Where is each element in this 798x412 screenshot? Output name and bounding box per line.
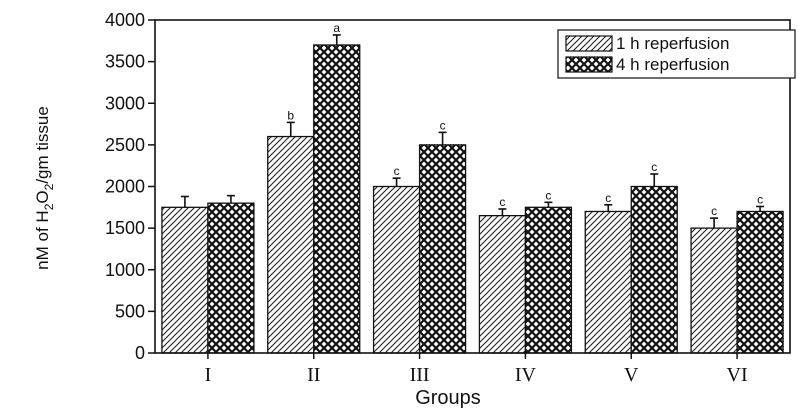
bar-1h-group-I	[161, 206, 209, 354]
bars-layer: b a c c c c c c c c	[161, 21, 784, 354]
y-axis-title-sub1: 2	[42, 203, 56, 210]
y-axis-title-mid: O	[33, 190, 52, 203]
axes-layer: I II III IV V VI05001000150020002500300035004…	[105, 10, 791, 386]
bar-1h-group-VI	[690, 227, 738, 354]
significance-label-1h-group-V: c	[605, 191, 611, 205]
x-tick-label-IV: IV	[515, 364, 537, 386]
x-tick-label-II: II	[307, 364, 320, 386]
bar-4h-group-II	[313, 44, 361, 354]
legend-label-1h: 1 h reperfusion	[616, 34, 729, 53]
legend-swatch-1h	[565, 35, 613, 52]
bar-1h-group-V	[584, 210, 632, 354]
y-tick-label-3500: 3500	[105, 52, 145, 72]
x-axis-title: Groups	[415, 387, 481, 409]
y-tick-label-2000: 2000	[105, 177, 145, 197]
legend: 1 h reperfusion 4 h reperfusion	[557, 29, 796, 79]
bar-4h-group-VI	[736, 210, 784, 354]
significance-label-4h-group-V: c	[651, 160, 657, 174]
y-axis-title: nM of H2O2/gm tissue	[33, 106, 56, 270]
bar-4h-group-V	[630, 185, 678, 354]
x-tick-label-VI: VI	[727, 364, 748, 386]
bar-1h-group-IV	[478, 214, 527, 354]
bar-1h-group-III	[372, 185, 421, 354]
bar-4h-group-I	[207, 202, 255, 354]
significance-label-4h-group-III: c	[440, 118, 446, 132]
significance-label-1h-group-II: b	[287, 108, 294, 122]
x-tick-label-V: V	[624, 364, 639, 386]
y-axis-title-sub2: 2	[42, 183, 56, 190]
bar-4h-group-IV	[524, 206, 573, 354]
y-tick-label-0: 0	[135, 343, 145, 363]
significance-label-4h-group-II: a	[333, 21, 340, 35]
legend-swatch-4h	[565, 56, 613, 73]
bar-1h-group-II	[267, 135, 315, 354]
y-tick-label-500: 500	[115, 301, 145, 321]
significance-label-4h-group-VI: c	[757, 192, 763, 206]
x-tick-label-III: III	[410, 364, 430, 386]
significance-label-4h-group-IV: c	[545, 188, 551, 202]
y-axis-title-suffix: /gm tissue	[33, 106, 52, 183]
significance-label-1h-group-III: c	[394, 164, 400, 178]
significance-label-1h-group-IV: c	[499, 195, 505, 209]
y-tick-label-2500: 2500	[105, 135, 145, 155]
y-axis-title-prefix: nM of H	[33, 210, 52, 270]
y-tick-label-1500: 1500	[105, 218, 145, 238]
legend-label-4h: 4 h reperfusion	[616, 55, 729, 74]
y-tick-label-4000: 4000	[105, 10, 145, 30]
x-tick-label-I: I	[205, 364, 212, 386]
significance-label-1h-group-VI: c	[711, 204, 717, 218]
y-tick-label-3000: 3000	[105, 93, 145, 113]
y-tick-label-1000: 1000	[105, 260, 145, 280]
bar-4h-group-III	[418, 144, 467, 354]
